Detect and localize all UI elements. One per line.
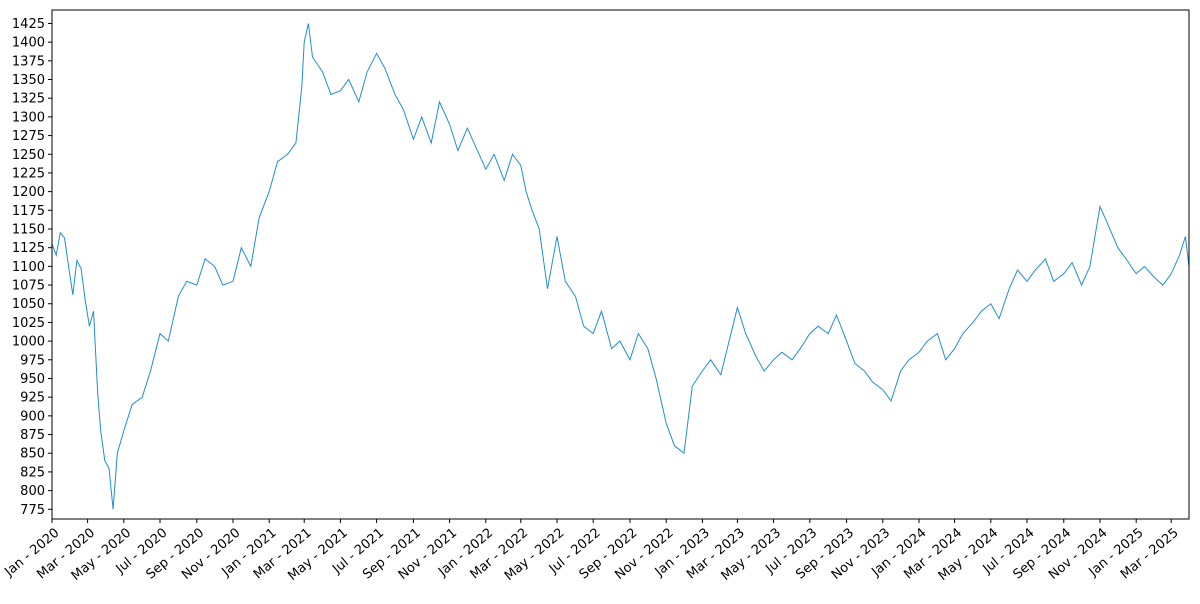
y-tick-label: 1000 — [12, 335, 45, 350]
y-tick-label: 950 — [20, 372, 45, 387]
y-tick-label: 1325 — [12, 92, 45, 107]
y-tick-label: 825 — [20, 465, 45, 480]
y-tick-label: 1200 — [12, 185, 45, 200]
y-tick-label: 1375 — [12, 54, 45, 69]
y-tick-label: 925 — [20, 391, 45, 406]
y-tick-label: 900 — [20, 409, 45, 424]
y-tick-label: 1250 — [12, 148, 45, 163]
y-tick-label: 850 — [20, 447, 45, 462]
y-tick-label: 1025 — [12, 316, 45, 331]
y-tick-label: 1350 — [12, 73, 45, 88]
y-tick-label: 1300 — [12, 110, 45, 125]
y-tick-label: 1275 — [12, 129, 45, 144]
y-tick-label: 975 — [20, 353, 45, 368]
y-tick-label: 1125 — [12, 241, 45, 256]
y-tick-label: 775 — [20, 503, 45, 518]
axes-frame — [51, 9, 1190, 520]
y-tick-label: 1225 — [12, 166, 45, 181]
series-line-0 — [51, 23, 1190, 510]
y-tick-label: 1100 — [12, 260, 45, 275]
y-tick-label: 1050 — [12, 297, 45, 312]
y-tick-label: 1400 — [12, 36, 45, 51]
y-tick-label: 1175 — [12, 204, 45, 219]
y-tick-label: 1425 — [12, 17, 45, 32]
y-tick-label: 800 — [20, 484, 45, 499]
y-tick-label: 1075 — [12, 279, 45, 294]
y-tick-label: 875 — [20, 428, 45, 443]
y-tick-label: 1150 — [12, 222, 45, 237]
